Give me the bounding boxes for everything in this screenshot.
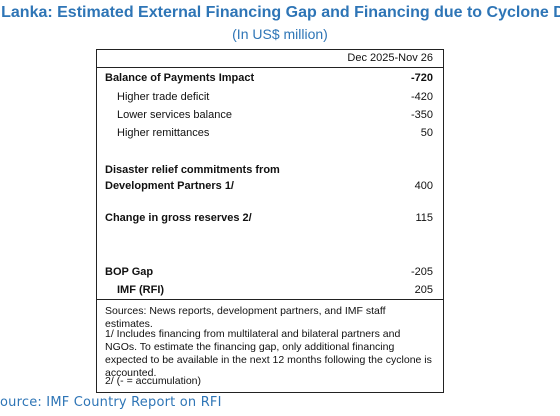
- row-label-continued: Development Partners 1/: [105, 180, 234, 192]
- row-value: 205: [414, 284, 433, 296]
- row-label: Higher remittances: [117, 127, 210, 139]
- row-label: Change in gross reserves 2/: [105, 212, 252, 224]
- row-label: Balance of Payments Impact: [105, 72, 255, 84]
- table-header: Dec 2025-Nov 26: [97, 50, 443, 68]
- row-value: -350: [410, 109, 433, 121]
- row-label: IMF (RFI): [117, 284, 165, 296]
- page-subtitle: (In US$ million): [232, 26, 328, 42]
- row-value: -205: [410, 266, 433, 278]
- financing-table: Dec 2025-Nov 26 Balance of Payments Impa…: [96, 49, 444, 393]
- row-label: Higher trade deficit: [117, 91, 210, 103]
- row-label: Disaster relief commitments from: [105, 164, 280, 176]
- sources-note: Sources: News reports, development partn…: [105, 305, 386, 330]
- row-value: 115: [415, 212, 433, 224]
- footnote-1: 1/ Includes financing from multilateral …: [105, 328, 432, 379]
- row-value: 400: [414, 180, 433, 192]
- page-title: ri Lanka: Estimated External Financing G…: [0, 4, 560, 21]
- source-caption: ource: IMF Country Report on RFI: [0, 395, 222, 410]
- row-label: BOP Gap: [105, 266, 154, 278]
- column-header: Dec 2025-Nov 26: [347, 52, 433, 64]
- row-value: -720: [410, 72, 433, 84]
- row-value: -420: [410, 91, 433, 103]
- table-divider: [97, 299, 443, 300]
- row-value: 50: [420, 127, 433, 139]
- footnote-2: 2/ (- = accumulation): [105, 375, 201, 387]
- row-label: Lower services balance: [117, 109, 232, 121]
